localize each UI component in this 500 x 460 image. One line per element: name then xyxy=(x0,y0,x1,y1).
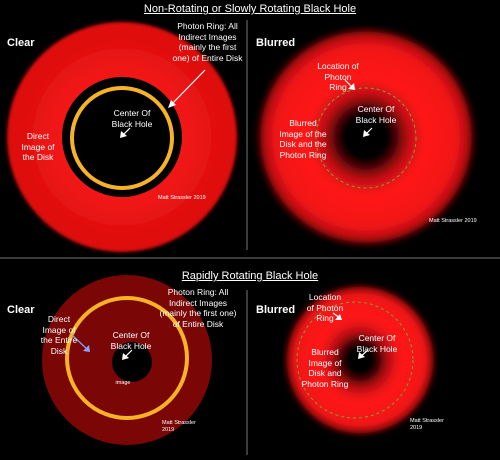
bottom-image-label: image xyxy=(115,380,131,386)
top-blurred-label: Blurred Image of the Disk and the Photon… xyxy=(279,118,327,160)
top-clear-photon-ring xyxy=(70,86,174,190)
top-center-arrowhead xyxy=(120,131,127,138)
top-right-center-arrowhead xyxy=(363,130,370,137)
top-direct-label: Direct Image of the Disk xyxy=(21,131,55,162)
bottom-left-credit: Matt Strassler 2019 xyxy=(162,420,196,433)
top-location-label: Location of Photon Ring xyxy=(317,61,359,92)
top-location-arrowhead xyxy=(348,83,355,90)
bottom-direct-label: Direct Image of the Entire Disk xyxy=(40,314,78,356)
top-clear-heading: Clear xyxy=(7,37,35,49)
bottom-title: Rapidly Rotating Black Hole xyxy=(181,270,319,282)
bottom-clear-photon-ring xyxy=(65,296,189,420)
top-blurred-photon-ring-location xyxy=(315,87,417,189)
bottom-right-center-arrowhead xyxy=(358,352,365,359)
top-center-label: Center Of Black Hole xyxy=(111,108,153,129)
bottom-center-arrowhead xyxy=(122,353,129,360)
top-photon-ring-arrowhead xyxy=(168,100,176,108)
bottom-right-center-label: Center Of Black Hole xyxy=(356,333,398,354)
bottom-center-label: Center Of Black Hole xyxy=(110,330,152,351)
bottom-blurred-disk xyxy=(284,284,436,436)
top-left-credit: Matt Strassler 2019 xyxy=(158,195,206,201)
bottom-location-label: Location of Photon Ring xyxy=(306,292,344,323)
bottom-direct-arrow xyxy=(71,334,89,351)
bottom-direct-arrowhead xyxy=(83,345,90,352)
top-photon-ring-arrow xyxy=(169,69,206,107)
bottom-right-credit: Matt Strassler 2019 xyxy=(410,418,444,431)
top-title: Non-Rotating or Slowly Rotating Black Ho… xyxy=(143,3,357,15)
bottom-photon-ring-label: Photon Ring: All Indirect Images (mainly… xyxy=(159,287,237,329)
bottom-blurred-label: Blurred Image of Disk and Photon Ring xyxy=(301,347,349,389)
top-blurred-disk xyxy=(254,25,478,249)
bottom-blurred-heading: Blurred xyxy=(256,304,296,316)
bottom-location-arrowhead xyxy=(335,314,342,320)
top-right-credit: Matt Strassler 2019 xyxy=(429,218,477,224)
bottom-clear-shadow xyxy=(112,342,152,382)
bottom-clear-heading: Clear xyxy=(7,304,35,316)
top-right-center-label: Center Of Black Hole xyxy=(355,104,397,125)
top-blurred-heading: Blurred xyxy=(256,37,296,49)
top-photon-ring-label: Photon Ring: All Indirect Images (mainly… xyxy=(172,21,243,63)
bottom-blurred-photon-ring-location xyxy=(296,301,414,419)
